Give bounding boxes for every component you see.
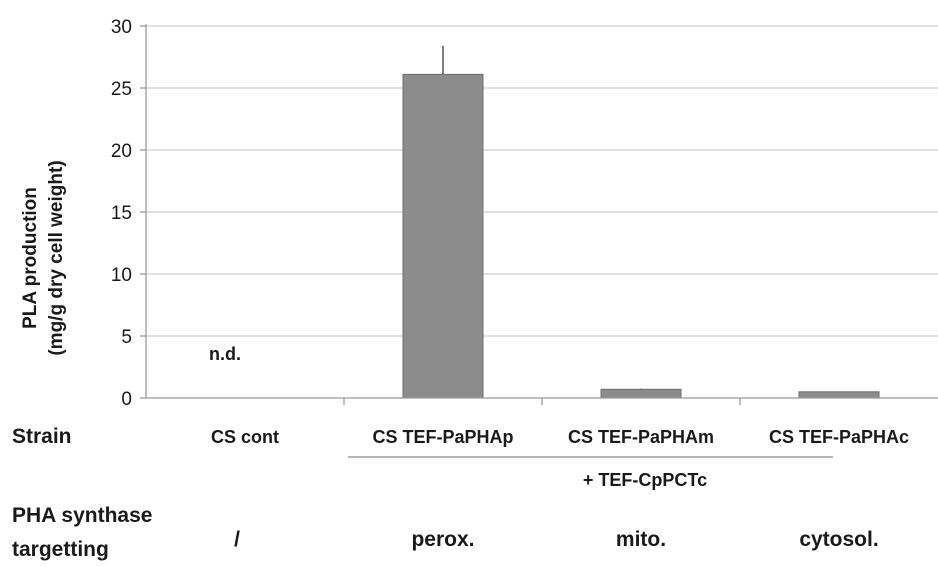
targeting-row-label-line1: PHA synthase — [12, 504, 152, 527]
y-tick-label: 10 — [111, 265, 132, 286]
y-tick-label: 5 — [121, 327, 132, 348]
gridlines — [146, 25, 938, 337]
y-axis-label-line1: PLA production — [20, 187, 41, 329]
targeting-value: mito. — [616, 528, 666, 551]
y-tick-label: 25 — [111, 79, 132, 100]
x-tick-label: CS cont — [211, 427, 279, 447]
x-tick-label: CS TEF-PaPHAp — [372, 427, 513, 447]
x-tick-label: CS TEF-PaPHAc — [769, 427, 909, 447]
bar — [402, 73, 484, 399]
group-note: + TEF-CpPCTc — [583, 470, 707, 490]
data-label: n.d. — [209, 344, 241, 364]
targeting-value: cytosol. — [799, 528, 878, 551]
chart-marks: 0 5 10 15 20 25 30 n.d. CS cont / CS TEF-PaPHAp per… — [111, 17, 909, 551]
y-tick-label: 30 — [111, 17, 132, 38]
strain-row-label: Strain — [12, 425, 72, 448]
axes — [140, 24, 938, 458]
y-axis-label-line2: (mg/g dry cell weight) — [46, 160, 67, 355]
bar — [600, 388, 682, 399]
x-tick-label: CS TEF-PaPHAm — [568, 427, 714, 447]
y-tick-label: 15 — [111, 203, 132, 224]
targeting-value: perox. — [411, 528, 474, 551]
y-tick-label: 0 — [121, 389, 132, 410]
targeting-value: / — [234, 528, 240, 551]
bars — [402, 45, 880, 399]
labels: PLA production (mg/g dry cell weight) St… — [12, 160, 707, 561]
targeting-row-label-line2: targetting — [12, 538, 109, 561]
y-tick-label: 20 — [111, 141, 132, 162]
bar — [798, 391, 880, 399]
